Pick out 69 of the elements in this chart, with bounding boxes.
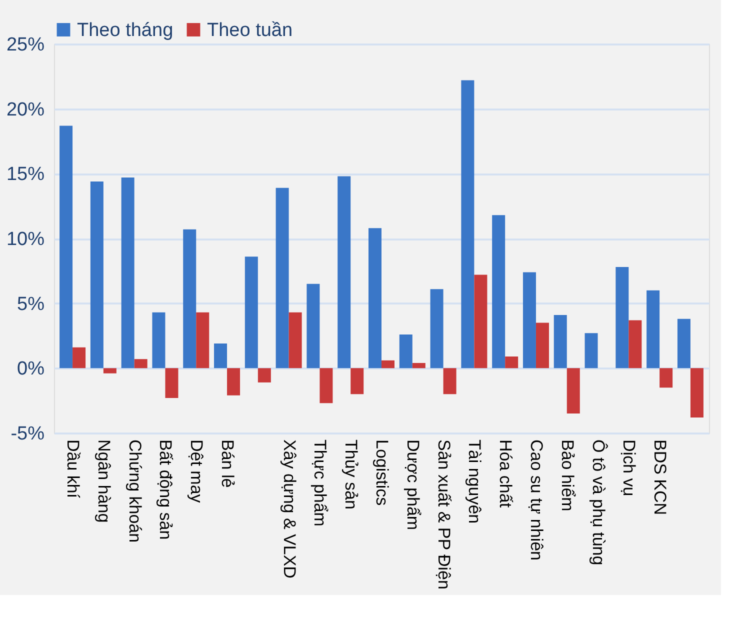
bar bbox=[134, 359, 148, 368]
legend-label: Theo tuần bbox=[207, 20, 293, 41]
bar bbox=[677, 318, 690, 368]
x-tick-label: Tài nguyên bbox=[465, 440, 484, 524]
bar bbox=[616, 267, 629, 368]
x-tick-label: Sản xuất & PP Điện bbox=[434, 440, 454, 590]
y-tick-label: 5% bbox=[17, 294, 45, 315]
bar bbox=[690, 368, 704, 418]
bar bbox=[412, 362, 426, 368]
bar bbox=[258, 368, 271, 382]
bar bbox=[368, 228, 382, 368]
x-tick-label: Chứng khoán bbox=[125, 440, 144, 543]
bar bbox=[338, 176, 351, 368]
bar bbox=[522, 272, 536, 368]
bar bbox=[320, 368, 333, 404]
y-tick-label: 10% bbox=[6, 229, 45, 250]
y-tick-label: 20% bbox=[6, 99, 45, 120]
bar bbox=[227, 368, 240, 396]
x-tick-label: BDS KCN bbox=[650, 440, 670, 516]
bar bbox=[183, 229, 196, 368]
bar bbox=[474, 274, 488, 368]
bar bbox=[461, 80, 474, 368]
bar bbox=[196, 312, 210, 368]
bar bbox=[566, 368, 580, 414]
bar bbox=[430, 289, 444, 368]
bar bbox=[536, 322, 549, 368]
x-tick-label: Bảo hiểm bbox=[558, 440, 577, 512]
x-tick-label: Dịch vụ bbox=[620, 440, 639, 496]
bar bbox=[492, 215, 506, 368]
x-tick-label: Bán lẻ bbox=[218, 440, 238, 488]
x-tick-label: Thủy sản bbox=[342, 440, 361, 510]
y-tick-label: 25% bbox=[6, 34, 45, 56]
x-tick-label: Cao su tự nhiên bbox=[526, 440, 546, 561]
y-tick-label: 0% bbox=[17, 358, 45, 380]
x-tick-label: Dược phẩm bbox=[403, 440, 422, 530]
y-tick-label: 15% bbox=[6, 164, 45, 186]
bar bbox=[90, 181, 104, 368]
bar bbox=[165, 368, 178, 398]
bar bbox=[121, 178, 134, 368]
bar bbox=[443, 368, 456, 394]
bar bbox=[288, 312, 302, 368]
x-tick-label: Bất động sản bbox=[156, 440, 176, 540]
x-tick-label: Logistics bbox=[372, 440, 392, 506]
bar bbox=[382, 360, 395, 368]
x-tick-label: Ngân hàng bbox=[94, 440, 114, 523]
y-tick-label: -5% bbox=[10, 424, 45, 444]
bar bbox=[646, 290, 660, 368]
bar bbox=[103, 368, 116, 374]
bar bbox=[152, 312, 166, 368]
bar bbox=[554, 315, 567, 368]
bar bbox=[505, 356, 518, 368]
bar bbox=[399, 334, 412, 368]
bar bbox=[244, 256, 258, 368]
bar bbox=[350, 368, 364, 394]
bar bbox=[60, 126, 73, 368]
x-tick-label: Thực phẩm bbox=[310, 440, 330, 526]
bar bbox=[72, 347, 86, 368]
legend-label: Theo tháng bbox=[77, 20, 174, 41]
bar bbox=[306, 284, 320, 368]
bar bbox=[276, 188, 289, 368]
x-tick-label: Ô tô và phụ tùng bbox=[588, 440, 608, 566]
bar bbox=[660, 368, 673, 388]
x-tick-label: Dệt may bbox=[187, 440, 206, 504]
bar bbox=[584, 333, 598, 368]
bar bbox=[628, 320, 642, 368]
x-tick-label: Dầu khí bbox=[64, 440, 83, 498]
x-tick-label: Hóa chất bbox=[496, 440, 516, 508]
x-tick-label: Xây dựng & VLXD bbox=[280, 440, 299, 578]
bar bbox=[214, 344, 228, 368]
